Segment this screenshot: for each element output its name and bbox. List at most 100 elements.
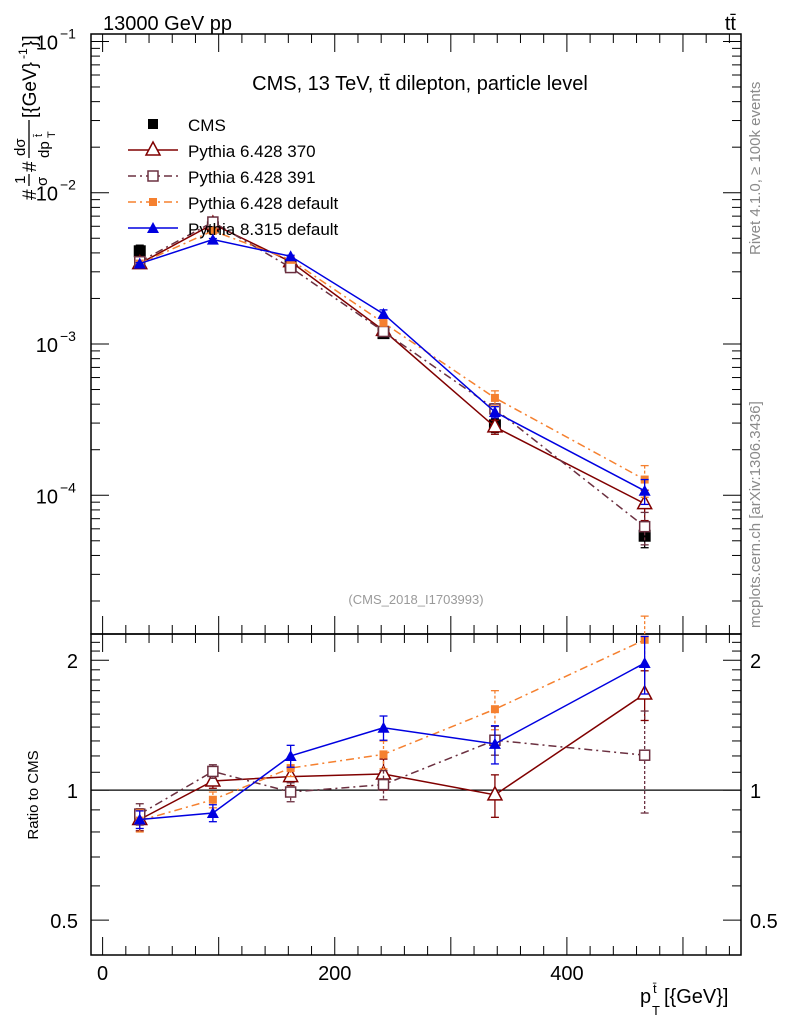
legend-item-p6def: Pythia 6.428 default xyxy=(128,194,339,213)
y-label-prefix: # xyxy=(20,189,41,200)
main-y-tick-base: 10 xyxy=(36,184,58,206)
series-line-p8def xyxy=(139,238,646,492)
main-y-tick-base: 10 xyxy=(36,32,58,54)
p391-marker xyxy=(377,325,390,338)
x-tick-label: 200 xyxy=(318,963,351,985)
p6def-marker xyxy=(286,764,295,773)
p8def-marker xyxy=(638,657,651,669)
data-marker xyxy=(148,119,158,129)
p6def-marker xyxy=(149,198,157,206)
legend-item-p391: Pythia 6.428 391 xyxy=(128,168,316,187)
legend-label: Pythia 6.428 370 xyxy=(188,142,316,161)
legend-item-p8def: Pythia 8.315 default xyxy=(128,220,339,239)
data-marker xyxy=(133,245,146,258)
y-label-frac2-den-sup: t̄ xyxy=(33,134,45,138)
rivet-version-label: Rivet 4.1.0, ≥ 100k events xyxy=(747,82,764,255)
p6def-marker xyxy=(490,705,499,714)
series-line-p6def xyxy=(139,639,645,822)
main-series-layer xyxy=(131,214,653,549)
p8def-marker xyxy=(377,307,390,319)
p370-marker xyxy=(144,140,162,156)
series-p6def xyxy=(135,615,649,833)
y-label-frac1-num: 1 xyxy=(12,176,29,184)
x-tick-label: 400 xyxy=(550,963,583,985)
y-label-units: [{GeV} xyxy=(20,62,41,118)
p391-marker xyxy=(284,786,297,798)
main-axis-ticks: 10−110−210−310−4 xyxy=(36,25,741,602)
x-label-units: [{GeV}] xyxy=(664,986,729,1008)
main-y-tick-label: 10 −3 xyxy=(36,328,76,357)
x-label-sup: t̄ xyxy=(653,981,657,996)
series-line-p8def xyxy=(139,662,646,821)
main-y-tick-label: 10 −1 xyxy=(36,25,76,54)
series-line-p391 xyxy=(139,739,645,815)
p6def-marker xyxy=(379,750,388,759)
y-label-frac1-den: σ xyxy=(34,176,51,186)
main-y-tick-exp: −3 xyxy=(60,328,76,344)
series-p6def xyxy=(135,226,649,498)
p391-marker xyxy=(638,520,651,533)
y-label-frac2-den: dp xyxy=(36,141,53,158)
series-data xyxy=(133,221,651,549)
y-label-frac2-num: dσ xyxy=(12,138,29,156)
legend: CMS Pythia 6.428 370 Pythia 6.428 391 Pythi… xyxy=(128,116,339,239)
p391-marker xyxy=(147,170,159,182)
data-marker xyxy=(638,529,651,542)
x-axis-label: p T t̄ [{GeV}] xyxy=(640,981,729,1018)
p6def-marker xyxy=(379,318,388,327)
legend-item-p370: Pythia 6.428 370 xyxy=(128,140,316,161)
series-line-p370 xyxy=(139,693,646,821)
p8def-marker xyxy=(133,257,146,269)
ratio-plot-frame xyxy=(90,633,742,956)
header-collision-label: 13000 GeV pp xyxy=(103,13,232,35)
p8def-marker xyxy=(488,737,501,749)
legend-label: Pythia 6.428 default xyxy=(188,194,339,213)
main-y-tick-label: 10 −4 xyxy=(36,479,76,508)
p8def-marker xyxy=(284,250,297,262)
legend-label: CMS xyxy=(188,116,226,135)
legend-label: Pythia 8.315 default xyxy=(188,220,339,239)
y-label-frac2-den-sub: T xyxy=(46,131,58,138)
ratio-y-tick-label-right: 1 xyxy=(750,781,761,803)
p391-marker xyxy=(638,749,651,761)
ratio-y-axis-label: Ratio to CMS xyxy=(25,750,42,839)
x-axis-ticks: 0 200 400 xyxy=(97,34,730,985)
p370-marker xyxy=(204,771,222,787)
header-process-label: tt̄ xyxy=(725,13,737,35)
x-label-sub: T xyxy=(652,1003,660,1018)
series-p8def xyxy=(133,635,651,830)
ratio-series-layer xyxy=(131,615,653,833)
p8def-marker xyxy=(377,721,390,733)
legend-label: Pythia 6.428 391 xyxy=(188,168,316,187)
series-p391 xyxy=(134,216,651,546)
y-label-hash: # xyxy=(20,161,41,172)
ratio-y-tick-label: 2 xyxy=(67,651,78,673)
main-y-tick-base: 10 xyxy=(36,335,58,357)
analysis-id-label: (CMS_2018_I1703993) xyxy=(348,592,483,607)
p370-marker xyxy=(486,785,504,801)
y-label-units-exp: -1 xyxy=(16,48,30,59)
main-y-tick-exp: −4 xyxy=(60,479,76,495)
series-line-p370 xyxy=(139,223,646,505)
legend-item-data: CMS xyxy=(148,116,226,135)
p8def-marker xyxy=(206,807,219,819)
series-line-p6def xyxy=(139,229,646,481)
p8def-marker xyxy=(488,406,501,418)
series-p370 xyxy=(131,214,653,522)
series-p8def xyxy=(133,233,651,506)
x-label-p: p xyxy=(640,986,651,1008)
p6def-marker xyxy=(208,795,217,804)
p8def-marker xyxy=(284,749,297,761)
y-label-units-close: }] xyxy=(20,35,41,47)
mcplots-credit-label: mcplots.cern.ch [arXiv:1306.3436] xyxy=(747,401,764,628)
ratio-y-tick-label: 1 xyxy=(67,781,78,803)
main-y-tick-exp: −1 xyxy=(60,25,76,41)
ratio-y-tick-label-right: 0.5 xyxy=(750,911,778,933)
series-line-p391 xyxy=(139,221,646,528)
main-y-axis-label: # 1 σ # dσ dp T t̄ [{GeV} -1 }] xyxy=(12,35,58,200)
chart-title: CMS, 13 TeV, tt̄ dilepton, particle leve… xyxy=(252,73,588,95)
main-y-tick-base: 10 xyxy=(36,486,58,508)
p391-marker xyxy=(207,765,219,778)
p391-marker xyxy=(284,261,297,274)
main-y-tick-exp: −2 xyxy=(60,177,76,193)
